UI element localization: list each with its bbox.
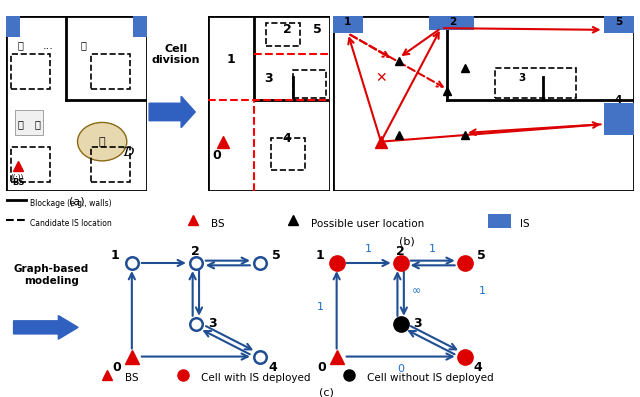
Bar — [266, 23, 300, 46]
Text: 🚶: 🚶 — [17, 40, 24, 50]
Text: 4: 4 — [615, 95, 622, 105]
Text: 2: 2 — [283, 23, 291, 37]
Bar — [488, 214, 511, 228]
Text: 0: 0 — [397, 364, 404, 374]
Text: Graph-based
modeling: Graph-based modeling — [13, 264, 89, 286]
Bar — [11, 54, 50, 89]
Text: BS: BS — [125, 373, 138, 383]
Text: 4: 4 — [473, 361, 482, 374]
Text: Candidate IS location: Candidate IS location — [30, 219, 112, 227]
Bar — [604, 16, 634, 33]
Text: BS: BS — [12, 178, 24, 187]
Text: 3: 3 — [413, 317, 422, 330]
Text: 🖥: 🖥 — [17, 119, 24, 129]
Text: 4: 4 — [268, 361, 277, 374]
Text: 1: 1 — [479, 286, 486, 296]
Text: 5: 5 — [272, 249, 281, 262]
Text: 3: 3 — [518, 73, 526, 83]
Text: 2: 2 — [449, 17, 457, 27]
Text: ((·)): ((·)) — [11, 173, 24, 180]
Text: 1: 1 — [111, 249, 120, 262]
Text: ✕: ✕ — [375, 71, 387, 85]
Text: (a): (a) — [69, 197, 84, 206]
Bar — [293, 70, 326, 98]
Text: 1: 1 — [344, 17, 351, 27]
Text: 1: 1 — [317, 302, 323, 312]
Text: 0: 0 — [213, 149, 221, 162]
Text: (b): (b) — [399, 236, 414, 246]
Text: (c): (c) — [319, 387, 334, 397]
Bar — [133, 16, 147, 37]
Text: 1: 1 — [429, 244, 436, 254]
Text: 1: 1 — [227, 53, 236, 66]
Text: Possible user location: Possible user location — [311, 219, 424, 229]
Bar — [429, 16, 474, 30]
Text: 2: 2 — [396, 245, 405, 258]
Bar — [15, 110, 43, 135]
Bar — [333, 16, 363, 33]
Text: 0: 0 — [317, 361, 326, 374]
Bar — [271, 138, 305, 170]
Text: 👥: 👥 — [99, 137, 106, 146]
Ellipse shape — [77, 122, 127, 161]
Text: 👤: 👤 — [35, 119, 40, 129]
Bar — [11, 147, 50, 182]
Text: 5: 5 — [615, 17, 622, 27]
Text: Cell with IS deployed: Cell with IS deployed — [201, 373, 310, 383]
Bar — [91, 54, 131, 89]
Text: 3: 3 — [208, 317, 217, 330]
Bar — [604, 103, 634, 135]
FancyArrow shape — [149, 96, 195, 128]
Bar — [495, 68, 577, 98]
Text: 1: 1 — [365, 244, 372, 254]
Text: Cell without IS deployed: Cell without IS deployed — [367, 373, 493, 383]
Text: 1: 1 — [316, 249, 324, 262]
Bar — [91, 147, 131, 182]
Text: ...: ... — [44, 40, 54, 50]
Text: ∞: ∞ — [412, 286, 420, 296]
Text: 5: 5 — [313, 23, 322, 37]
Text: 3: 3 — [264, 72, 273, 85]
FancyArrow shape — [13, 316, 78, 339]
Text: $\mathcal{D}$: $\mathcal{D}$ — [122, 145, 135, 159]
Text: BS: BS — [211, 219, 225, 229]
Text: 2: 2 — [191, 245, 200, 258]
Text: 👥: 👥 — [81, 40, 87, 50]
Text: Cell
division: Cell division — [152, 44, 200, 65]
Text: 5: 5 — [477, 249, 486, 262]
Text: Blockage (e.g., walls): Blockage (e.g., walls) — [30, 199, 112, 208]
Text: IS: IS — [520, 219, 530, 229]
Bar — [6, 16, 20, 37]
Text: 0: 0 — [112, 361, 121, 374]
Text: 4: 4 — [283, 132, 291, 145]
